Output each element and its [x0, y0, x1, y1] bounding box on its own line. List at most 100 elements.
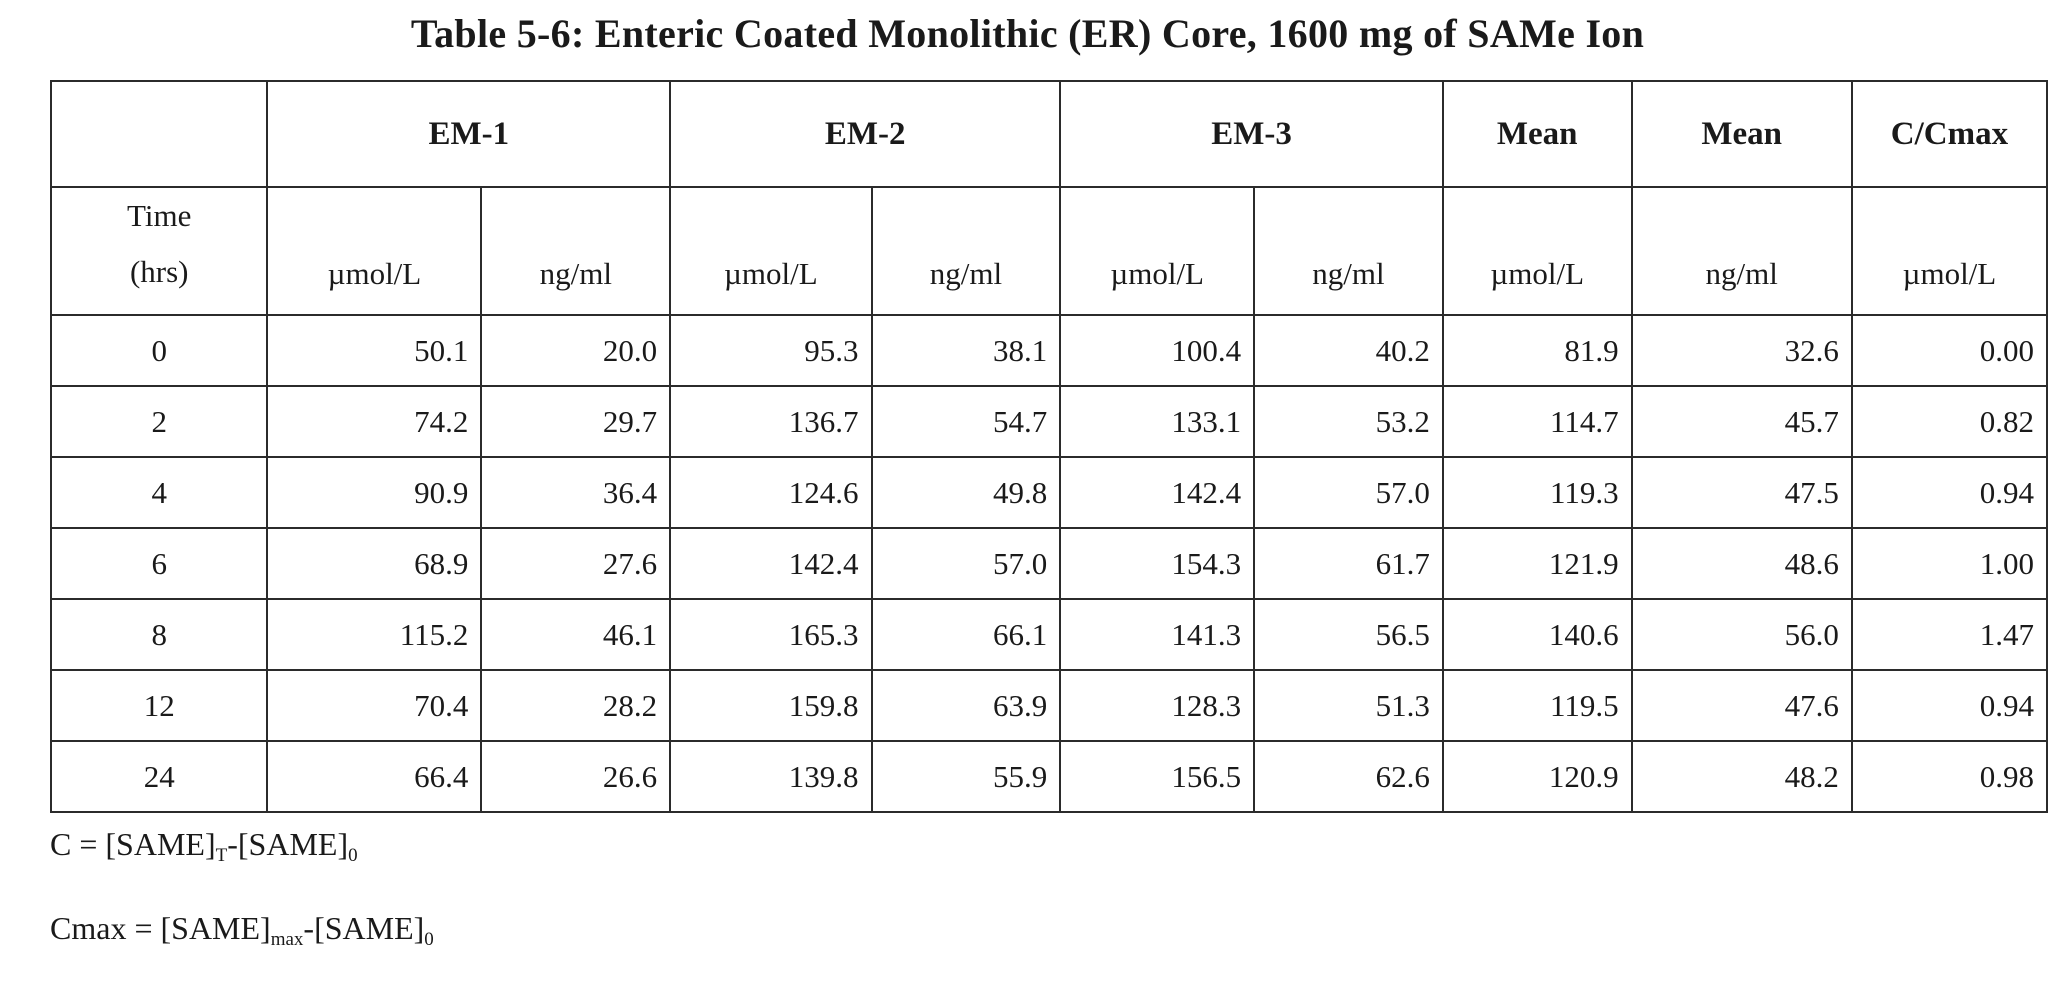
time-cell: 24 — [51, 741, 267, 812]
value-cell: 38.1 — [872, 315, 1061, 386]
table-row: 274.229.7136.754.7133.153.2114.745.70.82 — [51, 386, 2047, 457]
footnote-cmax-lhs: Cmax = [SAME] — [50, 910, 271, 946]
value-cell: 68.9 — [267, 528, 481, 599]
header-c-cmax: C/Cmax — [1852, 81, 2047, 187]
pk-data-table: EM-1 EM-2 EM-3 Mean Mean C/Cmax Time (hr… — [50, 80, 2048, 813]
value-cell: 56.0 — [1632, 599, 1852, 670]
corner-header — [51, 81, 267, 187]
table-row: 8115.246.1165.366.1141.356.5140.656.01.4… — [51, 599, 2047, 670]
footnote-c-sub-t: T — [216, 845, 228, 866]
value-cell: 57.0 — [1254, 457, 1443, 528]
value-cell: 121.9 — [1443, 528, 1632, 599]
value-cell: 141.3 — [1060, 599, 1254, 670]
footnote-cmax-sub-max: max — [271, 929, 304, 950]
time-cell: 6 — [51, 528, 267, 599]
time-cell: 12 — [51, 670, 267, 741]
table-row: 2466.426.6139.855.9156.562.6120.948.20.9… — [51, 741, 2047, 812]
header-em3: EM-3 — [1060, 81, 1443, 187]
table-row: 1270.428.2159.863.9128.351.3119.547.60.9… — [51, 670, 2047, 741]
footnote-c-sub-0: 0 — [348, 845, 358, 866]
value-cell: 139.8 — [670, 741, 871, 812]
value-cell: 56.5 — [1254, 599, 1443, 670]
time-cell: 0 — [51, 315, 267, 386]
value-cell: 159.8 — [670, 670, 871, 741]
value-cell: 0.00 — [1852, 315, 2047, 386]
value-cell: 49.8 — [872, 457, 1061, 528]
value-cell: 36.4 — [481, 457, 670, 528]
value-cell: 54.7 — [872, 386, 1061, 457]
footnote-c-mid: -[SAME] — [227, 826, 348, 862]
table-title: Table 5-6: Enteric Coated Monolithic (ER… — [0, 10, 2055, 57]
value-cell: 136.7 — [670, 386, 871, 457]
value-cell: 48.6 — [1632, 528, 1852, 599]
table-row: 668.927.6142.457.0154.361.7121.948.61.00 — [51, 528, 2047, 599]
value-cell: 27.6 — [481, 528, 670, 599]
time-cell: 8 — [51, 599, 267, 670]
value-cell: 26.6 — [481, 741, 670, 812]
unit-label: ng/ml — [1632, 187, 1852, 315]
value-cell: 62.6 — [1254, 741, 1443, 812]
value-cell: 32.6 — [1632, 315, 1852, 386]
value-cell: 51.3 — [1254, 670, 1443, 741]
value-cell: 115.2 — [267, 599, 481, 670]
value-cell: 57.0 — [872, 528, 1061, 599]
footnote-cmax-definition: Cmax = [SAME]max-[SAME]0 — [50, 910, 434, 951]
value-cell: 70.4 — [267, 670, 481, 741]
value-cell: 142.4 — [670, 528, 871, 599]
footnote-c-lhs: C = [SAME] — [50, 826, 216, 862]
unit-label: ng/ml — [1254, 187, 1443, 315]
table-row: 490.936.4124.649.8142.457.0119.347.50.94 — [51, 457, 2047, 528]
value-cell: 0.82 — [1852, 386, 2047, 457]
value-cell: 95.3 — [670, 315, 871, 386]
unit-header-row: Time (hrs) µmol/L ng/ml µmol/L ng/ml µmo… — [51, 187, 2047, 315]
value-cell: 66.4 — [267, 741, 481, 812]
group-header-row: EM-1 EM-2 EM-3 Mean Mean C/Cmax — [51, 81, 2047, 187]
value-cell: 119.5 — [1443, 670, 1632, 741]
time-header: Time (hrs) — [51, 187, 267, 315]
value-cell: 61.7 — [1254, 528, 1443, 599]
value-cell: 0.94 — [1852, 670, 2047, 741]
value-cell: 133.1 — [1060, 386, 1254, 457]
value-cell: 48.2 — [1632, 741, 1852, 812]
value-cell: 1.47 — [1852, 599, 2047, 670]
value-cell: 128.3 — [1060, 670, 1254, 741]
value-cell: 63.9 — [872, 670, 1061, 741]
value-cell: 47.5 — [1632, 457, 1852, 528]
value-cell: 20.0 — [481, 315, 670, 386]
header-mean-ngml: Mean — [1632, 81, 1852, 187]
value-cell: 142.4 — [1060, 457, 1254, 528]
value-cell: 156.5 — [1060, 741, 1254, 812]
value-cell: 40.2 — [1254, 315, 1443, 386]
unit-label: ng/ml — [872, 187, 1061, 315]
time-header-line2: (hrs) — [130, 254, 189, 289]
value-cell: 50.1 — [267, 315, 481, 386]
value-cell: 140.6 — [1443, 599, 1632, 670]
unit-label: µmol/L — [1443, 187, 1632, 315]
time-cell: 4 — [51, 457, 267, 528]
value-cell: 124.6 — [670, 457, 871, 528]
footnote-c-definition: C = [SAME]T-[SAME]0 — [50, 826, 358, 867]
header-em1: EM-1 — [267, 81, 670, 187]
value-cell: 28.2 — [481, 670, 670, 741]
value-cell: 47.6 — [1632, 670, 1852, 741]
value-cell: 29.7 — [481, 386, 670, 457]
value-cell: 114.7 — [1443, 386, 1632, 457]
header-em2: EM-2 — [670, 81, 1060, 187]
unit-label: µmol/L — [670, 187, 871, 315]
value-cell: 66.1 — [872, 599, 1061, 670]
table-body: 050.120.095.338.1100.440.281.932.60.0027… — [51, 315, 2047, 812]
value-cell: 46.1 — [481, 599, 670, 670]
unit-label: µmol/L — [1060, 187, 1254, 315]
value-cell: 45.7 — [1632, 386, 1852, 457]
unit-label: µmol/L — [1852, 187, 2047, 315]
value-cell: 53.2 — [1254, 386, 1443, 457]
value-cell: 119.3 — [1443, 457, 1632, 528]
value-cell: 90.9 — [267, 457, 481, 528]
value-cell: 74.2 — [267, 386, 481, 457]
value-cell: 81.9 — [1443, 315, 1632, 386]
value-cell: 55.9 — [872, 741, 1061, 812]
value-cell: 0.98 — [1852, 741, 2047, 812]
value-cell: 120.9 — [1443, 741, 1632, 812]
value-cell: 100.4 — [1060, 315, 1254, 386]
time-header-line1: Time — [127, 198, 191, 233]
